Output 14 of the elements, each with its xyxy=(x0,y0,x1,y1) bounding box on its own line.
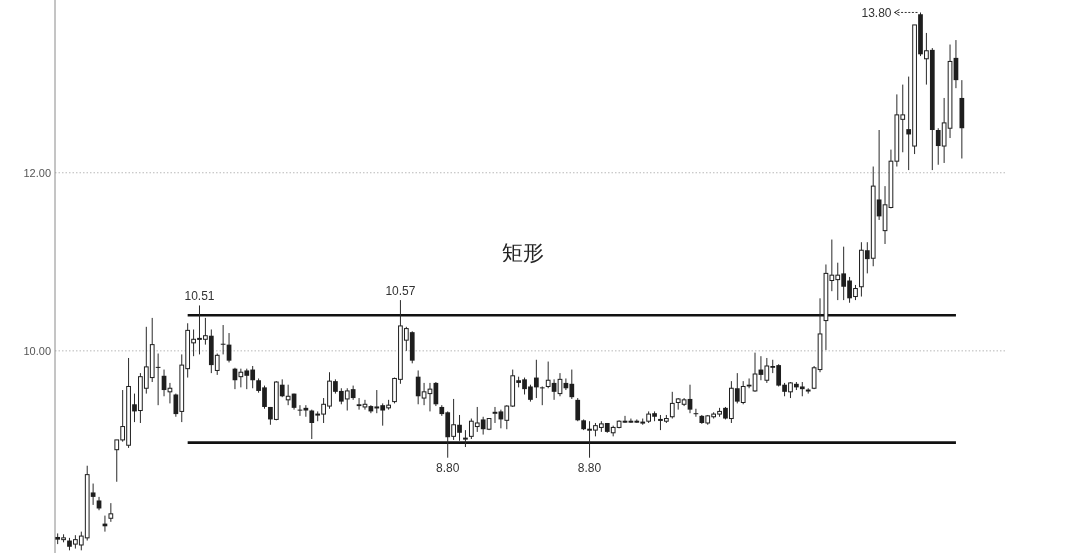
annotation: 矩形 xyxy=(502,240,545,264)
candlestick xyxy=(492,406,498,424)
annotation: 10.57 xyxy=(385,284,416,299)
y-tick-label: 12.00 xyxy=(23,166,51,179)
annotation: 10.51 xyxy=(184,289,215,304)
annotation: 13.80 xyxy=(861,6,892,21)
annotation: 8.80 xyxy=(436,460,460,475)
candlestick xyxy=(575,397,581,422)
candlestick xyxy=(108,502,114,523)
annotation: 8.80 xyxy=(577,460,602,475)
candlestick xyxy=(303,404,309,418)
candlestick xyxy=(669,391,675,420)
y-tick-label: 10.00 xyxy=(23,344,51,357)
candlestick xyxy=(539,385,545,406)
